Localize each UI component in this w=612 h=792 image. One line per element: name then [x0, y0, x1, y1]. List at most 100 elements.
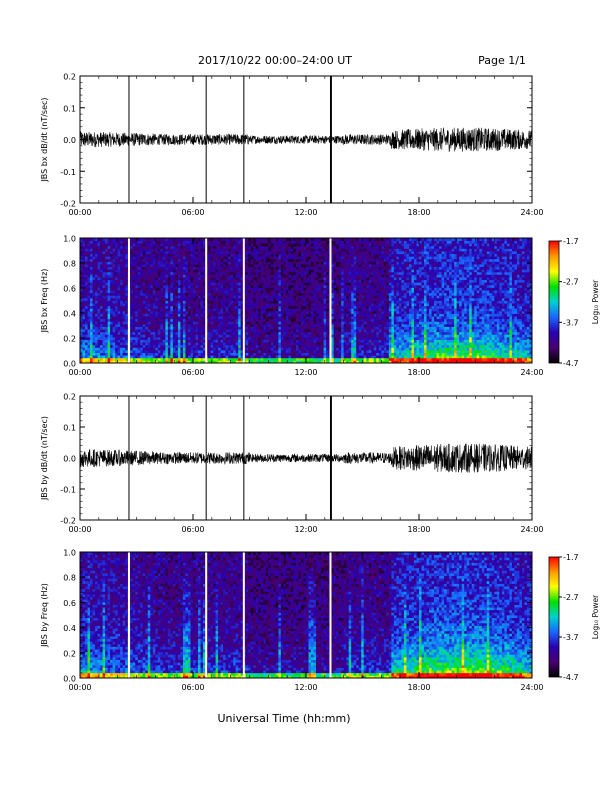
spectrogram-cell: [145, 248, 148, 251]
spectrogram-cell: [236, 342, 239, 345]
spectrogram-cell: [268, 269, 271, 272]
spectrogram-cell: [266, 256, 269, 259]
spectrogram-cell: [281, 293, 284, 296]
spectrogram-cell: [98, 251, 101, 254]
spectrogram-cell: [286, 350, 289, 353]
spectrogram-cell: [168, 293, 171, 296]
spectrogram-cell: [231, 243, 234, 246]
spectrogram-cell: [253, 303, 256, 306]
spectrogram-cell: [228, 274, 231, 277]
spectrogram-cell: [233, 345, 236, 348]
spectrogram-cell: [178, 298, 181, 301]
spectrogram-cell: [115, 246, 118, 249]
spectrogram-cell: [143, 293, 146, 296]
spectrogram-cell: [213, 327, 216, 330]
spectrogram-cell: [163, 337, 166, 340]
spectrogram-cell: [288, 303, 291, 306]
spectrogram-cell: [185, 355, 188, 358]
spectrogram-cell: [201, 290, 204, 293]
spectrogram-cell: [105, 285, 108, 288]
spectrogram-cell: [138, 274, 141, 277]
spectrogram-cell: [115, 314, 118, 317]
spectrogram-cell: [271, 251, 274, 254]
spectrogram-cell: [155, 337, 158, 340]
spectrogram-cell: [135, 324, 138, 327]
spectrogram-cell: [236, 321, 239, 324]
spectrogram-cell: [153, 329, 156, 332]
spectrogram-cell: [221, 298, 224, 301]
spectrogram-cell: [165, 261, 168, 264]
spectrogram-cell: [286, 251, 289, 254]
spectrogram-cell: [221, 327, 224, 330]
spectrogram-cell: [145, 303, 148, 306]
spectrogram-cell: [208, 355, 211, 358]
spectrogram-cell: [263, 342, 266, 345]
spectrogram-cell: [266, 301, 269, 304]
spectrogram-cell: [208, 256, 211, 259]
spectrogram-cell: [113, 295, 116, 298]
spectrogram-cell: [276, 327, 279, 330]
spectrogram-cell: [118, 251, 121, 254]
spectrogram-cell: [233, 340, 236, 343]
spectrogram-cell: [263, 298, 266, 301]
spectrogram-cell: [143, 287, 146, 290]
spectrogram-cell: [213, 277, 216, 280]
spectrogram-cell: [95, 246, 98, 249]
spectrogram-cell: [211, 311, 214, 314]
spectrogram-cell: [331, 342, 334, 345]
spectrogram-cell: [153, 246, 156, 249]
spectrogram-cell: [185, 319, 188, 322]
spectrogram-cell: [268, 358, 271, 361]
spectrogram-cell: [246, 345, 249, 348]
spectrogram-cell: [83, 272, 86, 275]
spectrogram-cell: [271, 324, 274, 327]
spectrogram-cell: [180, 334, 183, 337]
spectrogram-cell: [238, 285, 241, 288]
spectrogram-cell: [120, 269, 123, 272]
spectrogram-cell: [105, 358, 108, 361]
spectrogram-cell: [291, 342, 294, 345]
spectrogram-cell: [208, 324, 211, 327]
spectrogram-cell: [178, 293, 181, 296]
spectrogram-cell: [113, 353, 116, 356]
spectrogram-cell: [268, 267, 271, 270]
spectrogram-cell: [105, 251, 108, 254]
spectrogram-cell: [273, 298, 276, 301]
spectrogram-cell: [236, 347, 239, 350]
spectrogram-cell: [190, 347, 193, 350]
spectrogram-cell: [314, 345, 317, 348]
spectrogram-cell: [296, 342, 299, 345]
spectrogram-cell: [158, 319, 161, 322]
spectrogram-cell: [105, 332, 108, 335]
spectrogram-cell: [216, 243, 219, 246]
spectrogram-cell: [140, 267, 143, 270]
spectrogram-cell: [133, 280, 136, 283]
spectrogram-cell: [321, 321, 324, 324]
spectrogram-cell: [258, 274, 261, 277]
spectrogram-cell: [108, 290, 111, 293]
spectrogram-cell: [123, 358, 126, 361]
spectrogram-cell: [113, 308, 116, 311]
spectrogram-cell: [288, 316, 291, 319]
spectrogram-cell: [158, 329, 161, 332]
spectrogram-cell: [261, 241, 264, 244]
spectrogram-cell: [208, 340, 211, 343]
spectrogram-cell: [321, 269, 324, 272]
spectrogram-cell: [223, 274, 226, 277]
spectrogram-cell: [211, 254, 214, 257]
spectrogram-cell: [248, 267, 251, 270]
spectrogram-cell: [273, 259, 276, 262]
spectrogram-cell: [266, 277, 269, 280]
spectrogram-cell: [291, 251, 294, 254]
spectrogram-cell: [198, 264, 201, 267]
spectrogram-cell: [258, 350, 261, 353]
spectrogram-cell: [133, 269, 136, 272]
spectrogram-cell: [309, 298, 312, 301]
spectrogram-cell: [143, 314, 146, 317]
spectrogram-cell: [193, 301, 196, 304]
spectrogram-cell: [85, 306, 88, 309]
spectrogram-cell: [135, 334, 138, 337]
spectrogram-cell: [273, 241, 276, 244]
spectrogram-cell: [233, 311, 236, 314]
spectrogram-cell: [155, 332, 158, 335]
